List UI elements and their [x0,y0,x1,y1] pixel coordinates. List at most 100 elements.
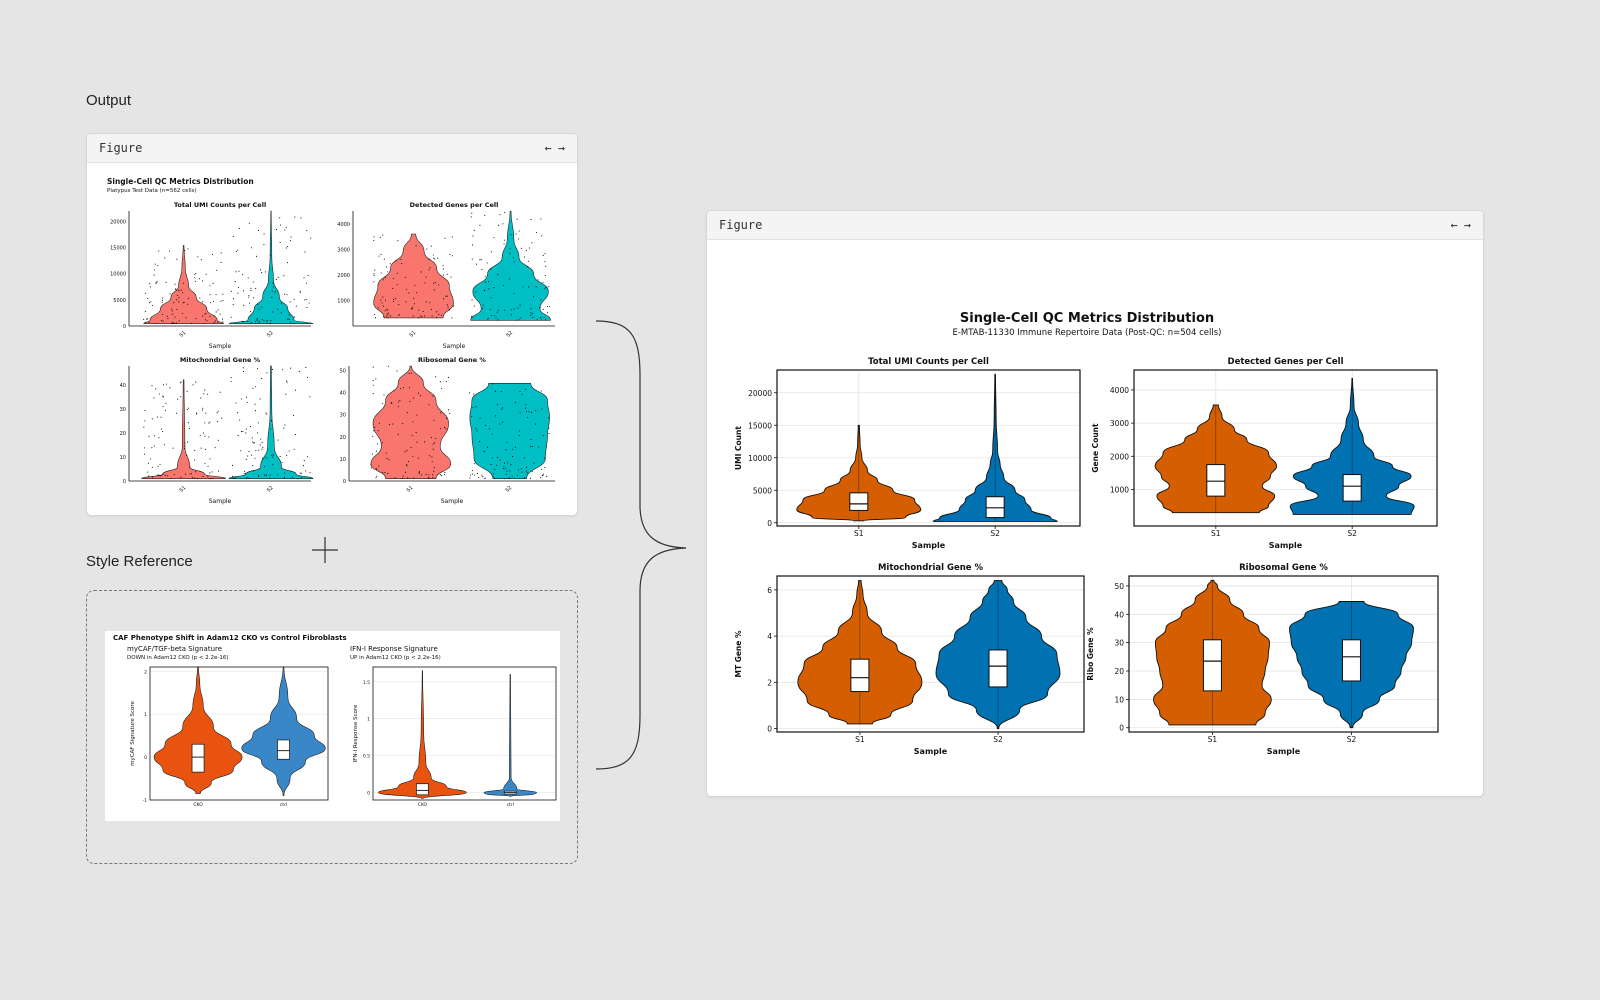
output-point [174,323,175,324]
output-point [444,427,445,428]
output-point [527,266,528,267]
output-point [199,278,200,279]
output-point [147,472,148,473]
output-point [231,377,232,378]
output-point [153,397,154,398]
result-figure-chart: Single-Cell QC Metrics DistributionE-MTA… [707,240,1483,796]
output-point [279,217,280,218]
output-point [232,476,233,477]
output-point [309,472,310,473]
arrow-left-icon[interactable]: ← [1451,218,1458,232]
output-point [497,312,498,313]
output-point [251,247,252,248]
output-point [418,310,419,311]
output-point [252,441,253,442]
arrow-left-icon[interactable]: ← [545,141,552,155]
output-point [269,478,270,479]
output-point [431,246,432,247]
output-point [286,455,287,456]
output-point [296,306,297,307]
output-point [155,283,156,284]
output-point [519,430,520,431]
output-point [485,276,486,277]
output-point [448,409,449,410]
output-point [197,478,198,479]
output-point [497,320,498,321]
output-point [201,259,202,260]
output-point [161,475,162,476]
output-point [412,456,413,457]
output-point [257,320,258,321]
x-tick-label: S2 [1347,529,1357,538]
output-subplot-4: Ribosomal Gene %01020304050S1 S2Sample [340,356,555,505]
output-point [524,256,525,257]
output-point [265,271,266,272]
output-point [476,264,477,265]
output-point [220,301,221,302]
reference-subplot-subtitle: UP in Adam12 CKO (p < 2.2e-16) [350,655,441,661]
output-point [144,454,145,455]
reference-subplot-title: IFN-I Response Signature [350,645,438,653]
output-point [513,257,514,258]
output-point [482,304,483,305]
arrow-right-icon[interactable]: → [558,141,565,155]
output-point [399,314,400,315]
reference-y-label: IFN-I Response Score [353,704,359,762]
output-point [540,317,541,318]
output-point [258,422,259,423]
box-S1 [850,493,868,511]
output-point [433,254,434,255]
output-point [295,434,296,435]
output-point [520,412,521,413]
output-point [149,322,150,323]
output-point [495,391,496,392]
output-point [230,381,231,382]
output-point [412,435,413,436]
output-point [295,390,296,391]
result-figure-header: Figure ← → [707,211,1483,240]
output-point [255,386,256,387]
output-point [528,286,529,287]
y-tick-label: 2 [767,678,772,687]
output-point [443,298,444,299]
output-point [412,308,413,309]
output-point [236,251,237,252]
output-point [440,381,441,382]
reference-subplot-title: myCAF/TGF-beta Signature [127,645,222,653]
output-point [207,394,208,395]
output-point [471,316,472,317]
output-point [290,368,291,369]
output-point [504,240,505,241]
output-point [154,275,155,276]
output-point [253,442,254,443]
output-point [165,475,166,476]
y-tick-label: 40 [1114,610,1124,619]
output-point [533,296,534,297]
y-tick-label: 1 [144,712,147,718]
output-point [387,473,388,474]
output-point [384,259,385,260]
y-tick-label: 20 [120,431,126,437]
output-point [487,447,488,448]
output-point [518,469,519,470]
output-point [529,247,530,248]
output-point [187,391,188,392]
output-point [440,428,441,429]
y-tick-label: 15000 [110,246,126,252]
y-tick-label: 5000 [753,486,772,495]
output-point [418,458,419,459]
output-point [281,312,282,313]
output-point [272,457,273,458]
output-point [438,284,439,285]
output-point [424,315,425,316]
reference-subplot-subtitle: DOWN in Adam12 CKO (p < 2.2e-16) [127,655,228,661]
style-reference-image: CAF Phenotype Shift in Adam12 CKO vs Con… [105,631,560,821]
output-point [239,228,240,229]
output-point [521,248,522,249]
output-point [372,436,373,437]
output-point [196,318,197,319]
output-point [471,216,472,217]
output-point [409,387,410,388]
arrow-right-icon[interactable]: → [1464,218,1471,232]
output-point [378,466,379,467]
